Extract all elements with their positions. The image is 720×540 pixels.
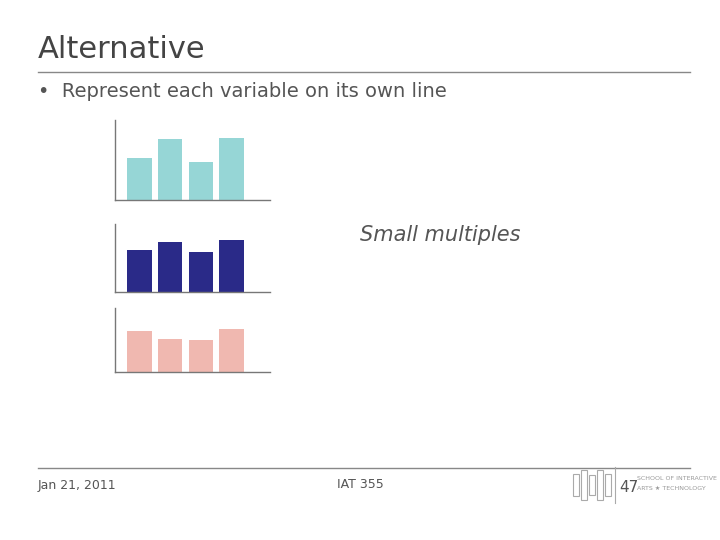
Bar <box>589 475 595 495</box>
Bar <box>158 339 182 372</box>
Bar <box>127 158 152 200</box>
Bar <box>581 470 587 500</box>
Text: Small multiples: Small multiples <box>360 225 521 245</box>
Text: SCHOOL OF INTERACTIVE: SCHOOL OF INTERACTIVE <box>637 476 717 481</box>
Bar <box>127 330 152 372</box>
Bar <box>219 240 243 292</box>
Bar <box>219 138 243 200</box>
Bar <box>189 340 213 372</box>
Bar <box>597 470 603 500</box>
Bar <box>127 250 152 292</box>
Text: 47: 47 <box>619 481 638 496</box>
Bar <box>158 241 182 292</box>
Text: Alternative: Alternative <box>38 35 206 64</box>
Bar <box>573 474 579 496</box>
Bar <box>189 162 213 200</box>
Text: ARTS ★ TECHNOLOGY: ARTS ★ TECHNOLOGY <box>637 485 706 490</box>
Text: Jan 21, 2011: Jan 21, 2011 <box>38 478 117 491</box>
Text: IAT 355: IAT 355 <box>337 478 383 491</box>
Bar <box>219 329 243 372</box>
Bar <box>605 474 611 496</box>
Text: •  Represent each variable on its own line: • Represent each variable on its own lin… <box>38 82 446 101</box>
Bar <box>158 139 182 200</box>
Bar <box>189 252 213 292</box>
